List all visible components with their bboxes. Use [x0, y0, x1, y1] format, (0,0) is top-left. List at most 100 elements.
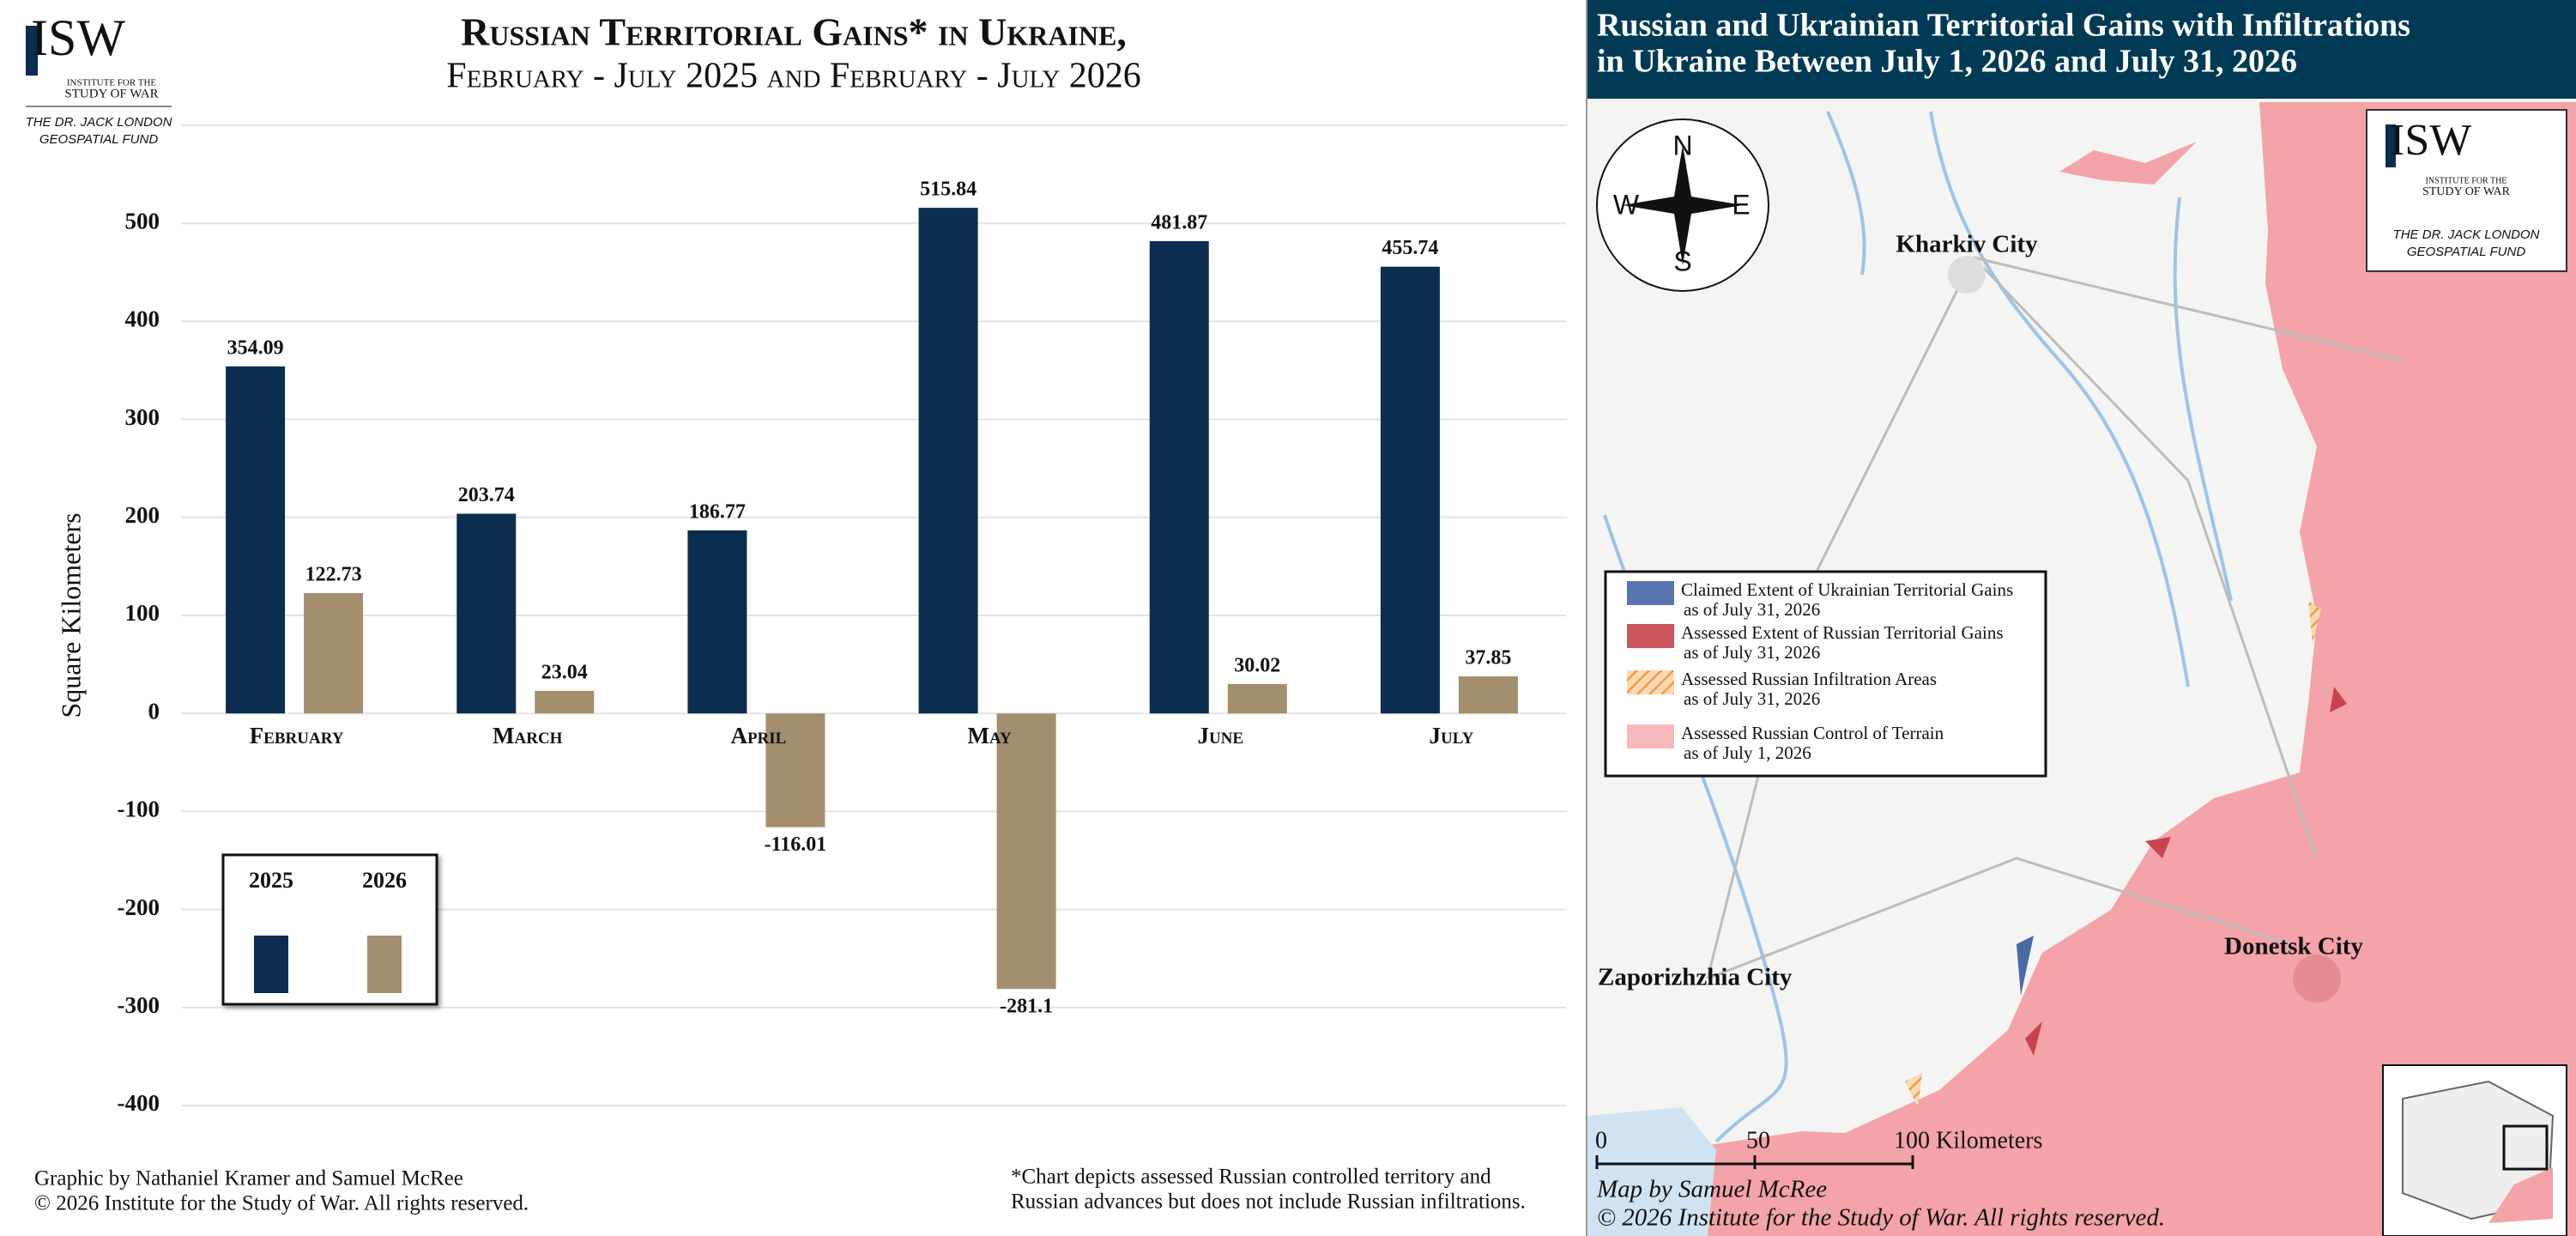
- y-tick-label: 300: [125, 404, 160, 430]
- legend-date: as of July 31, 2026: [1684, 642, 1820, 663]
- bar: [1227, 683, 1287, 714]
- y-tick-label: -100: [118, 797, 160, 822]
- value-label: 354.09: [227, 336, 284, 359]
- compass-label: S: [1673, 245, 1691, 276]
- city-area: [1948, 256, 1986, 294]
- logo-line: STUDY OF WAR: [2422, 185, 2511, 198]
- map-legend: Claimed Extent of Ukrainian Territorial …: [1604, 570, 2047, 778]
- chart-subtitle: February - July 2025 and February - July…: [446, 57, 1141, 96]
- logo-fund: GEOSPATIAL FUND: [39, 132, 159, 147]
- bar: [687, 530, 747, 714]
- credit: Graphic by Nathaniel Kramer and Samuel M…: [34, 1167, 463, 1191]
- y-tick-label: 400: [125, 306, 160, 332]
- footnote: *Chart depicts assessed Russian controll…: [1011, 1166, 1491, 1189]
- map-title: Russian and Ukrainian Territorial Gains …: [1597, 8, 2410, 44]
- bar: [304, 593, 364, 714]
- scale-label: 100 Kilometers: [1894, 1127, 2042, 1154]
- x-tick-label: February: [250, 723, 344, 748]
- legend-label: Assessed Extent of Russian Territorial G…: [1681, 622, 2004, 643]
- map-title: in Ukraine Between July 1, 2026 and July…: [1597, 44, 2297, 80]
- logo-line: STUDY OF WAR: [64, 87, 158, 100]
- logo: ISW INSTITUTE FOR THE STUDY OF WAR THE D…: [26, 9, 172, 147]
- map-logo: ISW INSTITUTE FOR THE STUDY OF WAR THE D…: [2366, 109, 2567, 272]
- plot: -400 -300 -200 -100 0 100 200 300 400 500 354.09 12…: [118, 124, 1567, 1116]
- map-credit: Map by Samuel McRee: [1596, 1176, 1827, 1203]
- map-title-bar: [1587, 0, 2576, 99]
- city-label: Donetsk City: [2224, 933, 2363, 960]
- russian-control: [1690, 102, 2576, 1236]
- y-tick-label: -400: [118, 1090, 160, 1116]
- value-label: 455.74: [1382, 237, 1438, 259]
- compass-label: W: [1613, 189, 1640, 220]
- legend-label: Assessed Russian Infiltration Areas: [1681, 669, 1937, 689]
- value-label: 122.73: [305, 564, 362, 586]
- value-label: 481.87: [1151, 211, 1207, 233]
- logo-mark: ISW: [31, 9, 125, 66]
- value-label: 30.02: [1234, 654, 1280, 676]
- legend-date: as of July 1, 2026: [1684, 742, 1811, 763]
- compass: N S E W: [1596, 118, 1769, 292]
- value-label: 23.04: [541, 661, 588, 683]
- x-tick-label: July: [1429, 723, 1473, 748]
- y-tick-label: 100: [125, 600, 160, 626]
- russian-control: [2059, 142, 2197, 185]
- inset-map: [2382, 1064, 2567, 1236]
- bar: [1149, 240, 1209, 714]
- bar: [1380, 266, 1440, 714]
- bar: [535, 690, 595, 714]
- scale-label: 50: [1746, 1127, 1770, 1154]
- chart-title: Russian Territorial Gains* in Ukraine,: [461, 10, 1127, 54]
- y-tick-label: 0: [148, 698, 160, 724]
- x-tick-label: March: [493, 723, 563, 748]
- bar: [457, 513, 517, 714]
- logo-bar: [26, 26, 38, 76]
- footnote: Russian advances but does not include Ru…: [1011, 1191, 1526, 1214]
- compass-label: N: [1672, 130, 1692, 161]
- legend-swatch: [254, 936, 288, 993]
- x-tick-label: June: [1197, 723, 1243, 748]
- y-tick-label: -200: [118, 894, 160, 920]
- logo-line: INSTITUTE FOR THE: [67, 78, 157, 88]
- water: [1587, 1107, 1716, 1236]
- legend-label: Claimed Extent of Ukrainian Territorial …: [1681, 579, 2013, 600]
- bar: [226, 366, 286, 714]
- legend-swatch: [367, 936, 402, 993]
- logo-fund: THE DR. JACK LONDON: [2393, 227, 2540, 242]
- y-tick-label: 200: [125, 502, 160, 528]
- legend-swatch: [1627, 724, 1674, 748]
- bar: [765, 713, 825, 827]
- legend-label: Assessed Russian Control of Terrain: [1681, 723, 1944, 743]
- legend-date: as of July 31, 2026: [1684, 688, 1820, 709]
- ukrainian-gains: [2017, 936, 2034, 996]
- compass-label: E: [1732, 189, 1750, 220]
- y-axis-label: Square Kilometers: [55, 512, 86, 718]
- credit: © 2026 Institute for the Study of War. A…: [34, 1192, 529, 1215]
- legend-swatch: [1627, 581, 1674, 605]
- value-label: -116.01: [765, 833, 827, 856]
- x-tick-label: April: [730, 723, 786, 748]
- map-panel: Kharkiv City Donetsk City Zaporizhzhia C…: [1587, 0, 2576, 1236]
- legend-swatch: [1627, 624, 1674, 648]
- logo-line: INSTITUTE FOR THE: [2426, 176, 2507, 185]
- legend-swatch: [1627, 670, 1674, 694]
- city-label: Zaporizhzhia City: [1598, 964, 1793, 991]
- value-label: 37.85: [1465, 646, 1511, 669]
- value-label: -281.1: [1000, 996, 1053, 1018]
- value-label: 186.77: [689, 500, 746, 523]
- legend-label: 2025: [249, 868, 293, 893]
- bar: [918, 208, 978, 714]
- bar: [996, 713, 1056, 990]
- logo-mark: ISW: [2390, 116, 2471, 165]
- y-tick-label: -300: [118, 992, 160, 1018]
- value-label: 515.84: [920, 179, 977, 201]
- legend-label: 2026: [362, 868, 407, 893]
- x-tick-label: May: [967, 723, 1011, 748]
- scale-label: 0: [1595, 1127, 1607, 1154]
- map-credit: © 2026 Institute for the Study of War. A…: [1597, 1204, 2165, 1232]
- legend-date: as of July 31, 2026: [1684, 599, 1820, 620]
- logo-fund: THE DR. JACK LONDON: [26, 115, 172, 130]
- bar: [1458, 676, 1518, 714]
- value-label: 203.74: [458, 484, 515, 506]
- y-tick-label: 500: [125, 208, 160, 233]
